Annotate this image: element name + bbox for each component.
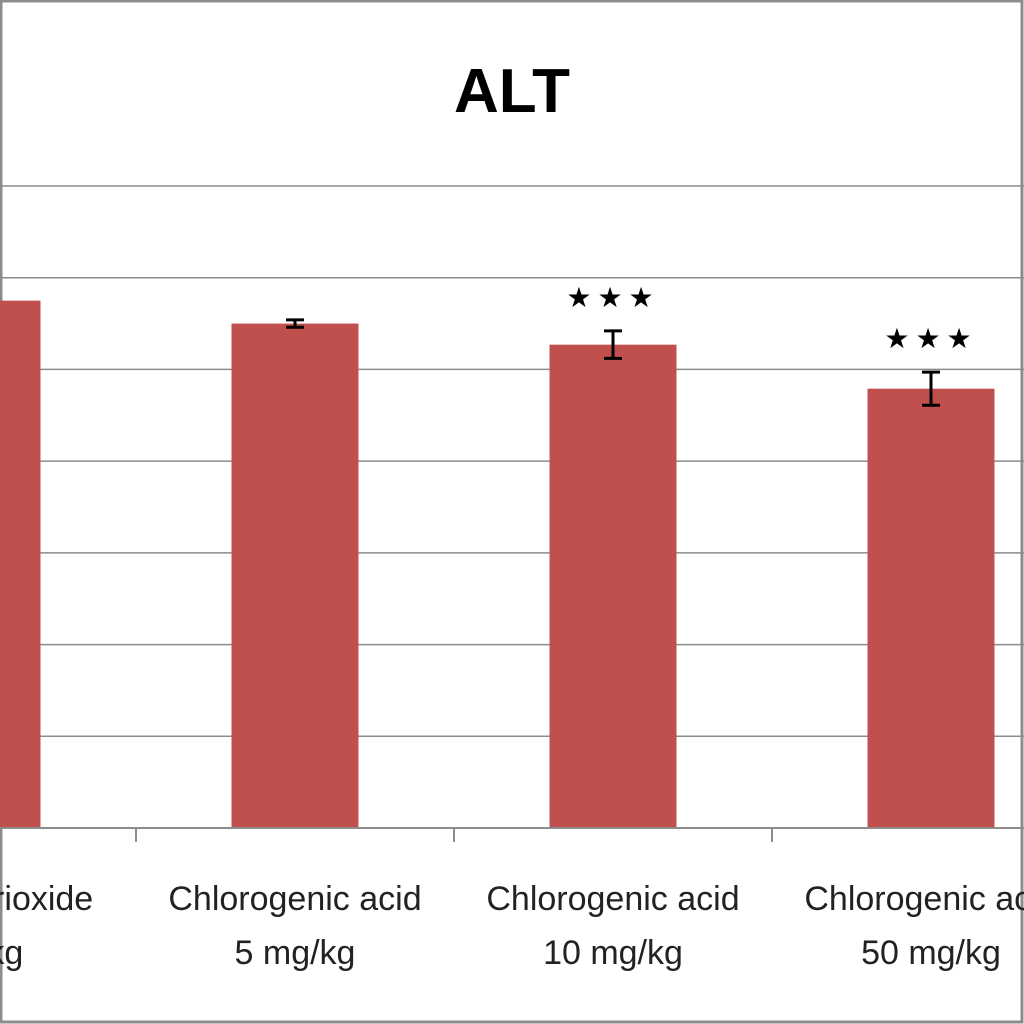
bar — [549, 344, 677, 828]
x-tick-label: Chlorogenic acid — [486, 880, 739, 918]
x-tick-label: 5 mg/kg — [235, 934, 356, 972]
significance-label: ★★★ — [884, 322, 977, 355]
x-axis — [0, 827, 1024, 842]
gridlines — [0, 185, 1024, 738]
x-tick-labels: Arsenic trioxide mg/kg Chlorogenic acid 5 m… — [0, 880, 1024, 972]
error-bar — [286, 318, 304, 329]
x-tick-label: Chlorogenic acid — [804, 880, 1024, 918]
error-bar — [604, 329, 622, 360]
significance-markers: ★★★ ★★★ — [566, 281, 977, 355]
bar — [867, 388, 995, 828]
chart-title: ALT — [454, 57, 570, 126]
x-tick-label: Chlorogenic acid — [168, 880, 421, 918]
x-tick-label: 10 mg/kg — [543, 934, 683, 972]
bar — [0, 300, 41, 829]
error-bar — [922, 370, 940, 407]
x-tick-label: Arsenic trioxide — [0, 880, 93, 918]
error-bars — [286, 318, 940, 407]
x-tick-label: mg/kg — [0, 934, 23, 972]
x-tick-label: 50 mg/kg — [861, 934, 1001, 972]
bars — [0, 300, 995, 829]
bar — [231, 323, 359, 828]
significance-label: ★★★ — [566, 281, 659, 314]
